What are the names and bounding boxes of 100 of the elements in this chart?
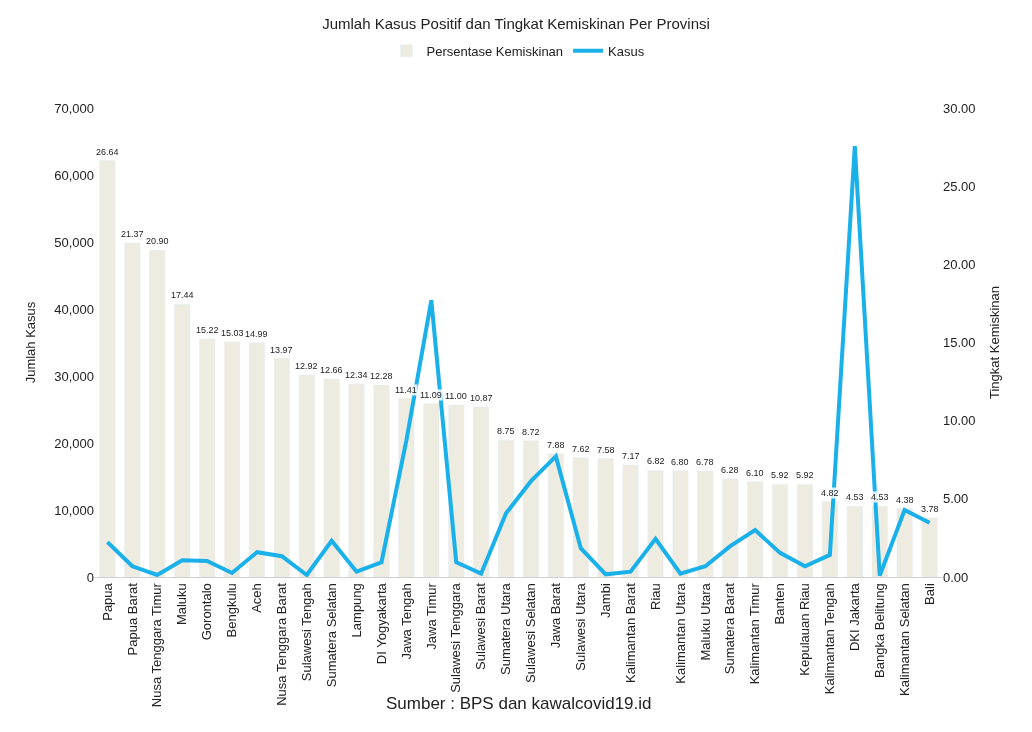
bar: [273, 358, 290, 577]
x-tick-label: DI Yogyakarta: [373, 582, 389, 665]
data-label: 5.92: [771, 470, 789, 480]
data-label: 6.80: [671, 457, 689, 467]
x-tick-label: Sulawesi Tenggara: [448, 582, 464, 693]
x-tick-label: Sulawesi Tengah: [298, 583, 314, 682]
bar: [697, 470, 714, 577]
bar: [797, 484, 813, 577]
x-tick-label: Bali: [921, 583, 937, 605]
bar: [423, 403, 440, 577]
data-label: 11.00: [445, 391, 467, 401]
data-label: 7.62: [572, 444, 590, 454]
data-label: 13.97: [270, 345, 293, 355]
x-tick-label: Kalimantan Timur: [747, 582, 763, 685]
y-tick-label: 0: [86, 569, 94, 585]
y2-tick-label: 10.00: [943, 413, 976, 429]
y2-tick-label: 0.00: [943, 569, 969, 585]
bar: [323, 378, 340, 577]
data-label: 7.88: [547, 440, 565, 450]
x-tick-label: Sulawesi Barat: [473, 582, 489, 670]
y2-axis-title: Tingkat Kemiskinan: [987, 286, 1003, 399]
bar: [473, 406, 490, 577]
x-tick-label: Maluku: [174, 583, 190, 626]
bar: [846, 505, 863, 577]
data-label: 6.82: [647, 456, 665, 466]
data-label: 17.44: [171, 290, 194, 300]
bar: [248, 342, 265, 577]
bar: [174, 304, 191, 577]
bar: [99, 160, 116, 577]
data-label: 11.09: [420, 390, 442, 400]
x-tick-label: Lampung: [348, 583, 364, 638]
data-label: 15.03: [221, 328, 244, 338]
y-tick-label: 70,000: [54, 100, 94, 116]
data-label: 6.78: [696, 457, 714, 467]
data-label: 8.72: [522, 427, 540, 437]
x-tick-label: DKI Jakarta: [847, 582, 863, 652]
x-tick-label: Kalimantan Tengah: [822, 583, 838, 695]
bar: [722, 478, 739, 577]
data-label: 4.53: [846, 492, 864, 502]
bar: [921, 517, 938, 577]
x-tick-label: Banten: [772, 583, 788, 625]
data-label: 12.28: [370, 371, 393, 381]
bar: [672, 470, 689, 577]
bar: [224, 341, 240, 577]
x-tick-label: Nusa Tenggara Timur: [149, 582, 165, 708]
x-tick-label: Kalimantan Selatan: [896, 583, 912, 696]
data-label: 5.92: [796, 470, 814, 480]
bar: [522, 440, 539, 577]
data-label: 12.92: [295, 361, 318, 371]
x-tick-label: Papua Barat: [124, 582, 140, 656]
data-label: 7.17: [622, 451, 640, 461]
x-tick-label: Sulawesi Utara: [573, 582, 589, 671]
x-tick-label: Bangka Belitung: [871, 583, 887, 678]
data-label: 7.58: [597, 445, 615, 455]
x-tick-label: Jawa Barat: [548, 582, 564, 649]
bar: [199, 338, 216, 577]
data-label: 6.28: [721, 465, 739, 475]
bar: [572, 457, 589, 577]
bar: [547, 453, 564, 577]
bar: [597, 458, 614, 577]
y2-tick-label: 15.00: [943, 335, 976, 351]
y2-tick-label: 5.00: [943, 491, 969, 507]
bar: [772, 484, 789, 577]
y2-tick-label: 25.00: [943, 178, 976, 194]
x-tick-label: Jawa Tengah: [398, 583, 414, 660]
data-label: 10.87: [470, 393, 493, 403]
y2-tick-label: 30.00: [943, 100, 976, 116]
bar: [622, 464, 639, 577]
legend-label: Persentase Kemiskinan: [426, 43, 564, 59]
y2-tick-label: 20.00: [943, 256, 976, 272]
x-tick-label: Riau: [647, 583, 663, 610]
x-tick-label: Papua: [99, 582, 115, 621]
data-label: 12.66: [320, 365, 343, 375]
bar: [124, 242, 141, 577]
data-label: 4.82: [821, 488, 839, 498]
legend-label: Kasus: [608, 43, 645, 59]
x-tick-label: Kalimantan Barat: [622, 582, 638, 683]
bar: [747, 481, 764, 577]
data-label: 4.38: [896, 495, 914, 505]
data-label: 26.64: [96, 147, 119, 157]
x-tick-label: Gorontalo: [199, 583, 215, 641]
data-label: 4.53: [871, 492, 889, 502]
bar: [498, 439, 515, 577]
bar: [298, 374, 315, 577]
x-tick-label: Aceh: [249, 583, 265, 613]
x-tick-label: Sumatera Selatan: [323, 583, 339, 688]
x-tick-label: Nusa Tenggara Barat: [274, 582, 290, 706]
data-label: 6.10: [746, 468, 764, 478]
data-label: 3.78: [921, 504, 939, 514]
text: Sumber : BPS dan kawalcovid19.id: [386, 694, 652, 713]
x-tick-label: Jambi: [597, 583, 613, 618]
data-label: 15.22: [196, 325, 219, 335]
y-tick-label: 10,000: [54, 502, 94, 518]
data-label: 12.34: [345, 370, 368, 380]
y-tick-label: 30,000: [54, 368, 94, 384]
y-tick-label: 20,000: [54, 435, 94, 451]
y-tick-label: 40,000: [54, 301, 94, 317]
x-tick-label: Jawa Timur: [423, 582, 439, 650]
x-tick-label: Sumatera Utara: [498, 582, 514, 675]
data-label: 11.41: [395, 385, 417, 395]
